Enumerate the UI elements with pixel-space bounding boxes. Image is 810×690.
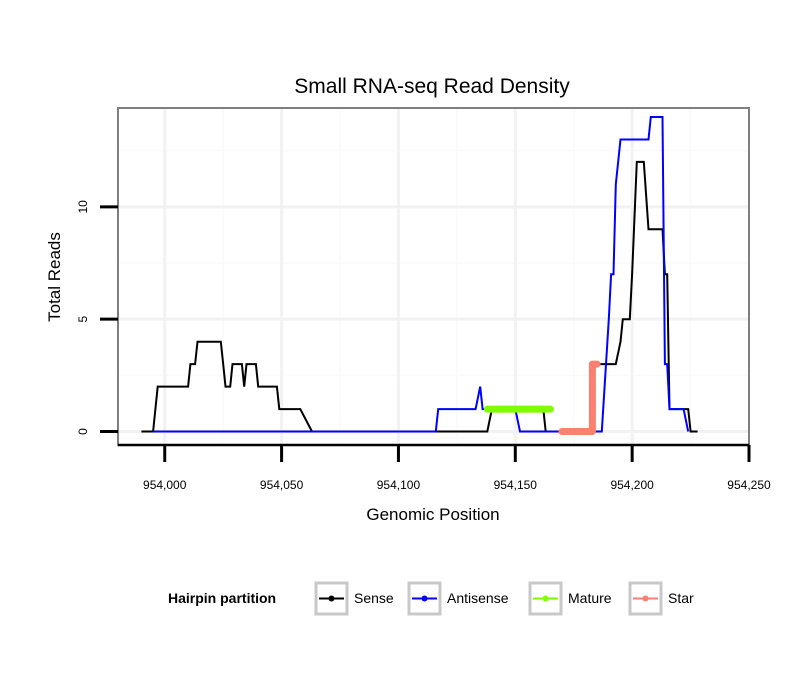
grid xyxy=(118,108,749,445)
x-tick-label: 954,250 xyxy=(727,478,771,492)
y-axis: 0 5 10 xyxy=(76,200,118,435)
chart-title: Small RNA-seq Read Density xyxy=(294,75,570,98)
y-axis-title: Total Reads xyxy=(45,232,64,322)
legend-item-sense: Sense xyxy=(314,581,394,616)
legend-key-point xyxy=(542,595,549,602)
x-tick-label: 954,200 xyxy=(610,478,654,492)
x-axis: 954,000 954,050 954,100 954,150 954,200 954,2… xyxy=(118,443,771,492)
legend-label: Mature xyxy=(568,590,612,606)
legend-label: Antisense xyxy=(447,590,509,606)
x-tick-label: 954,150 xyxy=(494,478,538,492)
x-tick-label: 954,100 xyxy=(377,478,421,492)
y-tick-label: 5 xyxy=(76,316,90,323)
legend: Hairpin partition Sense Antisense Mature St… xyxy=(168,581,694,616)
series-line-star xyxy=(558,360,601,435)
series-line-sense xyxy=(141,160,698,433)
plot-panel xyxy=(117,107,750,446)
legend-item-star: Star xyxy=(628,581,694,616)
legend-item-mature: Mature xyxy=(528,581,612,616)
series-layer xyxy=(141,116,698,435)
series-line-antisense xyxy=(153,116,690,433)
x-tick-label: 954,050 xyxy=(260,478,304,492)
legend-title: Hairpin partition xyxy=(168,590,276,606)
legend-item-antisense: Antisense xyxy=(407,581,509,616)
x-tick-label: 954,000 xyxy=(143,478,187,492)
legend-key-point xyxy=(328,595,335,602)
legend-label: Star xyxy=(668,590,694,606)
legend-key-point xyxy=(421,595,428,602)
y-tick-label: 0 xyxy=(76,428,90,435)
y-tick-label: 10 xyxy=(76,200,90,214)
x-axis-title: Genomic Position xyxy=(366,505,499,524)
legend-key-point xyxy=(642,595,649,602)
legend-label: Sense xyxy=(354,590,394,606)
